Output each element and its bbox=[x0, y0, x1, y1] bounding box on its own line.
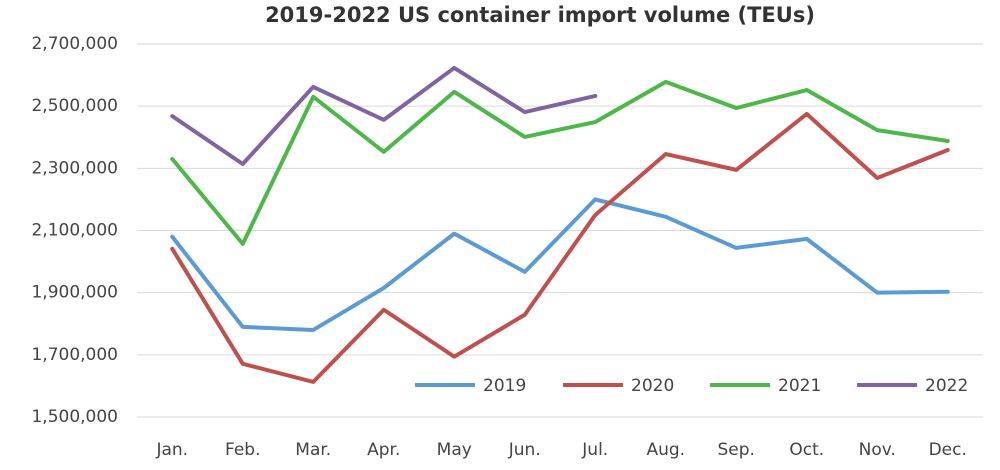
x-tick-label: Mar. bbox=[295, 440, 331, 460]
x-tick-label: Dec. bbox=[929, 440, 967, 460]
series-line bbox=[170, 79, 950, 246]
x-tick-label: Oct. bbox=[789, 440, 824, 460]
x-tick-label: Jun. bbox=[508, 440, 541, 460]
x-tick-label: Aug. bbox=[646, 440, 685, 460]
y-tick-label: 2,700,000 bbox=[31, 34, 118, 54]
series-line bbox=[170, 111, 950, 384]
legend-label: 2022 bbox=[925, 376, 968, 396]
x-tick-label: Sep. bbox=[718, 440, 755, 460]
series-line bbox=[170, 65, 598, 166]
legend-label: 2019 bbox=[483, 376, 526, 396]
x-tick-label: Jul. bbox=[581, 440, 608, 460]
y-tick-label: 2,300,000 bbox=[31, 158, 118, 178]
x-tick-label: Apr. bbox=[367, 440, 400, 460]
x-tick-label: May bbox=[437, 440, 472, 460]
y-tick-label: 2,500,000 bbox=[31, 96, 118, 116]
x-tick-label: Nov. bbox=[859, 440, 896, 460]
chart-title: 2019-2022 US container import volume (TE… bbox=[265, 3, 815, 27]
y-tick-label: 1,900,000 bbox=[31, 283, 118, 303]
x-tick-label: Jan. bbox=[155, 440, 188, 460]
y-tick-label: 1,500,000 bbox=[31, 407, 118, 427]
y-tick-label: 2,100,000 bbox=[31, 221, 118, 241]
x-tick-label: Feb. bbox=[225, 440, 261, 460]
legend-label: 2020 bbox=[631, 376, 674, 396]
legend-label: 2021 bbox=[778, 376, 821, 396]
y-tick-label: 1,700,000 bbox=[31, 345, 118, 365]
series-line bbox=[170, 197, 950, 332]
